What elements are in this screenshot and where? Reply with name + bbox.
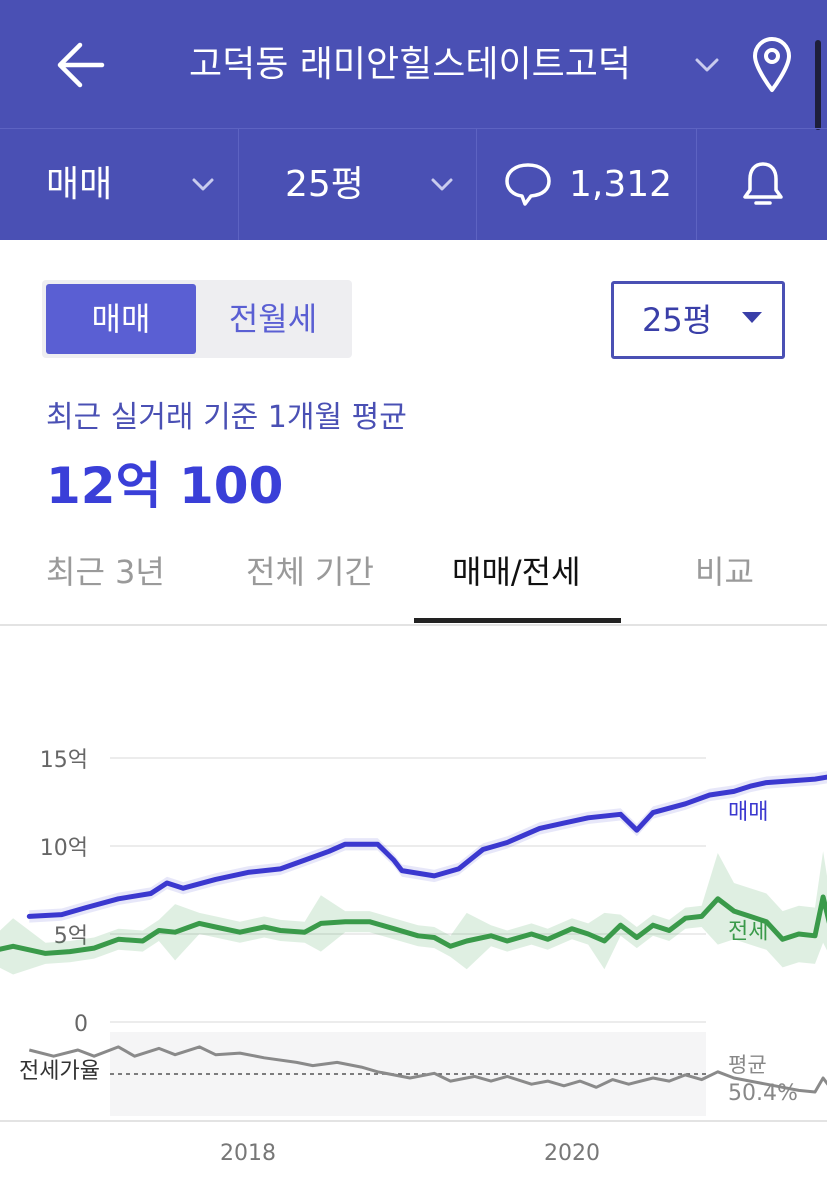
scrollbar-thumb[interactable] bbox=[815, 40, 821, 130]
size-dropdown[interactable]: 25평 bbox=[239, 129, 476, 240]
segment-divider bbox=[696, 129, 697, 240]
title-chevron-down-icon[interactable] bbox=[690, 50, 724, 80]
series-label-sale: 매매 bbox=[728, 800, 768, 825]
chevron-down-icon bbox=[431, 178, 453, 191]
tab-all-period[interactable]: 전체 기간 bbox=[246, 553, 374, 591]
x-tick-label: 2018 bbox=[220, 1141, 276, 1166]
header-divider bbox=[0, 128, 827, 129]
comment-count: 1,312 bbox=[569, 164, 673, 205]
period-tabs: 최근 3년 전체 기간 매매/전세 비교 bbox=[0, 540, 827, 626]
ratio-average-value: 50.4% bbox=[728, 1081, 798, 1106]
segment-divider bbox=[476, 129, 477, 240]
ratio-axis-label: 전세가율 bbox=[19, 1059, 100, 1084]
segment-divider bbox=[238, 129, 239, 240]
series-line-sale bbox=[26, 774, 827, 919]
y-tick-label: 5억 bbox=[54, 924, 88, 949]
trade-type-dropdown[interactable]: 매매 bbox=[0, 129, 238, 240]
chevron-down-icon bbox=[192, 178, 214, 191]
size-select[interactable]: 25평 bbox=[611, 281, 785, 359]
app-header: 고덕동 래미안힐스테이트고덕 매매 25평 1 bbox=[0, 0, 827, 240]
complex-title[interactable]: 고덕동 래미안힐스테이트고덕 bbox=[188, 44, 631, 85]
toggle-sale-button[interactable]: 매매 bbox=[46, 284, 196, 354]
header-filter-row: 매매 25평 1,312 bbox=[0, 129, 827, 240]
series-label-jeonse: 전세 bbox=[728, 919, 768, 944]
toggle-rent-button[interactable]: 전월세 bbox=[228, 300, 318, 338]
series-line-jeonse bbox=[0, 894, 827, 956]
back-arrow-icon[interactable] bbox=[50, 38, 110, 92]
y-tick-label: 0 bbox=[74, 1012, 88, 1037]
ratio-average-caption: 평균 bbox=[728, 1053, 767, 1077]
y-tick-label: 15억 bbox=[40, 748, 88, 773]
series-line-ratio bbox=[28, 1045, 827, 1094]
alarm-button[interactable] bbox=[697, 129, 827, 240]
tab-recent-3y[interactable]: 최근 3년 bbox=[46, 553, 165, 591]
average-price: 12억 100 bbox=[46, 457, 284, 515]
trade-type-label: 매매 bbox=[46, 164, 113, 205]
location-pin-icon[interactable] bbox=[748, 34, 796, 94]
price-chart: 15억10억5억0201820202022매매전세전세가율평균50.4% bbox=[0, 748, 827, 1166]
x-tick-label: 2020 bbox=[544, 1141, 600, 1166]
active-tab-indicator bbox=[414, 618, 621, 623]
tab-compare[interactable]: 비교 bbox=[695, 553, 754, 591]
dropdown-triangle-icon bbox=[742, 312, 762, 323]
size-select-value: 25평 bbox=[642, 301, 713, 339]
size-label: 25평 bbox=[285, 164, 364, 205]
chat-bubble-icon bbox=[505, 163, 551, 206]
average-caption: 최근 실거래 기준 1개월 평균 bbox=[46, 400, 407, 435]
trade-toggle: 매매 전월세 bbox=[42, 280, 352, 358]
bell-icon bbox=[743, 162, 783, 205]
header-top-row: 고덕동 래미안힐스테이트고덕 bbox=[0, 0, 827, 130]
y-tick-label: 10억 bbox=[40, 836, 88, 861]
comments-button[interactable]: 1,312 bbox=[477, 129, 696, 240]
tab-sale-jeonse[interactable]: 매매/전세 bbox=[452, 553, 581, 591]
